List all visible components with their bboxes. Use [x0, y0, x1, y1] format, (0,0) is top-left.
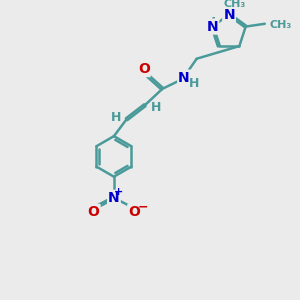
- Text: N: N: [108, 191, 120, 205]
- Text: N: N: [207, 20, 218, 34]
- Text: CH₃: CH₃: [223, 0, 245, 9]
- Text: N: N: [223, 8, 235, 22]
- Text: O: O: [128, 205, 140, 219]
- Text: CH₃: CH₃: [270, 20, 292, 30]
- Text: H: H: [189, 77, 200, 90]
- Text: O: O: [88, 205, 100, 219]
- Text: H: H: [150, 101, 161, 114]
- Text: H: H: [111, 111, 121, 124]
- Text: O: O: [138, 62, 150, 76]
- Text: −: −: [138, 201, 148, 214]
- Text: N: N: [178, 70, 190, 85]
- Text: +: +: [114, 187, 124, 196]
